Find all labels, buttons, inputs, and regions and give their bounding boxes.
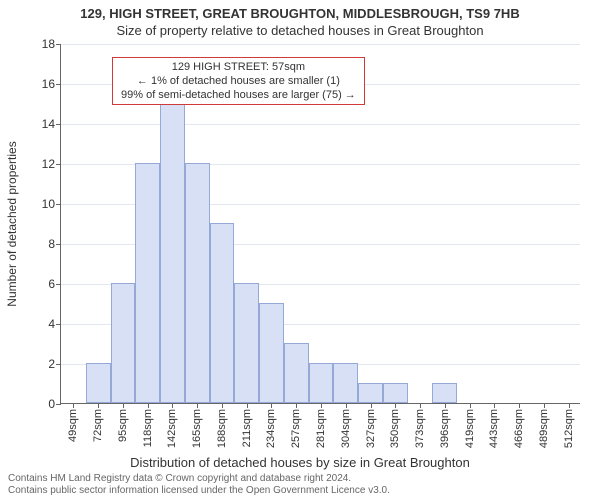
xtick-mark: [123, 403, 124, 408]
histogram-bar: [160, 63, 185, 403]
histogram-bar: [135, 163, 160, 403]
xtick-mark: [73, 403, 74, 408]
footer-line-1: Contains HM Land Registry data © Crown c…: [8, 473, 390, 485]
x-axis-label: Distribution of detached houses by size …: [0, 455, 600, 470]
xtick-label: 72sqm: [92, 409, 104, 442]
histogram-bar: [358, 383, 383, 403]
xtick-label: 443sqm: [488, 409, 500, 448]
xtick-mark: [148, 403, 149, 408]
annotation-line-3: 99% of semi-detached houses are larger (…: [121, 88, 356, 102]
histogram-bar: [234, 283, 259, 403]
xtick-label: 466sqm: [513, 409, 525, 448]
ytick-label: 2: [48, 357, 61, 371]
ytick-label: 18: [42, 37, 61, 51]
xtick-label: 188sqm: [216, 409, 228, 448]
ytick-label: 16: [42, 77, 61, 91]
xtick-mark: [494, 403, 495, 408]
gridline: [61, 44, 580, 45]
annotation-line-1: 129 HIGH STREET: 57sqm: [121, 60, 356, 74]
xtick-label: 257sqm: [290, 409, 302, 448]
y-axis-label: Number of detached properties: [5, 141, 19, 306]
histogram-bar: [309, 363, 334, 403]
ytick-label: 8: [48, 237, 61, 251]
ytick-label: 14: [42, 117, 61, 131]
xtick-mark: [395, 403, 396, 408]
chart-title-address: 129, HIGH STREET, GREAT BROUGHTON, MIDDL…: [0, 0, 600, 21]
xtick-mark: [197, 403, 198, 408]
histogram-bar: [111, 283, 136, 403]
property-annotation-box: 129 HIGH STREET: 57sqm ← 1% of detached …: [112, 57, 365, 106]
xtick-mark: [172, 403, 173, 408]
xtick-label: 95sqm: [117, 409, 129, 442]
histogram-bar: [86, 363, 111, 403]
xtick-label: 281sqm: [315, 409, 327, 448]
xtick-mark: [296, 403, 297, 408]
xtick-label: 419sqm: [464, 409, 476, 448]
footer-attribution: Contains HM Land Registry data © Crown c…: [8, 473, 390, 497]
histogram-bar: [432, 383, 457, 403]
histogram-bar: [210, 223, 235, 403]
histogram-bar: [259, 303, 284, 403]
xtick-label: 234sqm: [265, 409, 277, 448]
histogram-bar: [383, 383, 408, 403]
ytick-label: 12: [42, 157, 61, 171]
xtick-mark: [321, 403, 322, 408]
xtick-mark: [98, 403, 99, 408]
xtick-mark: [346, 403, 347, 408]
xtick-mark: [569, 403, 570, 408]
histogram-bar: [284, 343, 309, 403]
gridline: [61, 124, 580, 125]
xtick-mark: [247, 403, 248, 408]
ytick-label: 10: [42, 197, 61, 211]
xtick-mark: [420, 403, 421, 408]
xtick-label: 396sqm: [439, 409, 451, 448]
xtick-mark: [519, 403, 520, 408]
xtick-label: 512sqm: [563, 409, 575, 448]
xtick-label: 350sqm: [389, 409, 401, 448]
xtick-mark: [445, 403, 446, 408]
annotation-line-2: ← 1% of detached houses are smaller (1): [121, 74, 356, 88]
xtick-mark: [470, 403, 471, 408]
xtick-label: 118sqm: [142, 409, 154, 447]
chart-title-subtitle: Size of property relative to detached ho…: [0, 21, 600, 38]
xtick-label: 304sqm: [340, 409, 352, 448]
histogram-bar: [185, 163, 210, 403]
xtick-mark: [371, 403, 372, 408]
xtick-label: 142sqm: [166, 409, 178, 448]
xtick-mark: [271, 403, 272, 408]
xtick-label: 211sqm: [241, 409, 253, 447]
histogram-bar: [333, 363, 358, 403]
xtick-mark: [222, 403, 223, 408]
xtick-mark: [544, 403, 545, 408]
xtick-label: 489sqm: [538, 409, 550, 448]
xtick-label: 327sqm: [365, 409, 377, 448]
ytick-label: 4: [48, 317, 61, 331]
xtick-label: 49sqm: [67, 409, 79, 442]
xtick-label: 373sqm: [414, 409, 426, 448]
footer-line-2: Contains public sector information licen…: [8, 485, 390, 497]
ytick-label: 6: [48, 277, 61, 291]
xtick-label: 165sqm: [191, 409, 203, 448]
chart-plot-area: 02468101214161849sqm72sqm95sqm118sqm142s…: [60, 44, 580, 404]
ytick-label: 0: [48, 397, 61, 411]
